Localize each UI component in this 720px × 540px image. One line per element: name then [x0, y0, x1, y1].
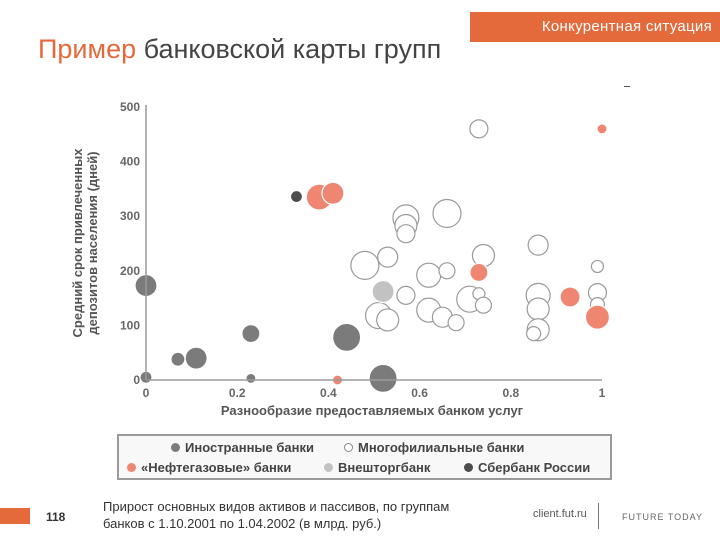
y-tick-label-1: 100	[120, 318, 140, 332]
bubble-series1-point10	[416, 262, 442, 288]
bubble-series1-point6	[377, 246, 399, 268]
bubble-series1-point0	[469, 119, 489, 139]
y-tick-label-2: 200	[120, 264, 140, 278]
bubble-series0-point6	[332, 322, 362, 353]
legend-item-sberbank: Сбербанк России	[464, 460, 590, 475]
legend-swatch-vtb	[324, 463, 333, 472]
chart-legend: Иностранные банки Многофилиальные банки …	[117, 434, 612, 480]
x-tick-label-4: 0.8	[502, 386, 519, 400]
bubble-series0-point5	[245, 372, 257, 384]
y-tick-label-0: 0	[133, 373, 140, 387]
bubble-series1-point7	[471, 243, 496, 268]
title-rest: банковской карты групп	[136, 34, 442, 64]
caption-line-2: банков с 1.10.2001 по 1.04.2002 (в млрд.…	[103, 516, 382, 531]
bubble-series1-point9	[590, 259, 605, 274]
site-link[interactable]: client.fut.ru	[533, 508, 587, 520]
legend-swatch-oilgas	[127, 463, 136, 472]
legend-label-oilgas: «Нефтегазовые» банки	[141, 460, 292, 475]
bubble-series1-point3	[396, 224, 416, 244]
bubble-series2-point4	[559, 286, 581, 308]
x-tick-label-5: 1	[599, 386, 606, 400]
legend-label-multibranch: Многофилиальные банки	[358, 440, 525, 455]
x-tick-label-2: 0.4	[320, 386, 337, 400]
legend-label-vtb: Внешторгбанк	[338, 460, 431, 475]
bubble-series0-point7	[368, 363, 398, 393]
bubble-series2-point5	[584, 304, 611, 330]
legend-label-sberbank: Сбербанк России	[478, 460, 591, 475]
legend-swatch-multibranch	[344, 443, 353, 452]
bubble-series1-point17	[447, 314, 465, 332]
legend-item-oilgas: «Нефтегазовые» банки	[127, 460, 291, 475]
x-tick-label-3: 0.6	[411, 386, 428, 400]
page-number: 118	[46, 510, 66, 524]
bubble-series1-point22	[526, 297, 550, 321]
bubble-series1-point11	[438, 262, 456, 280]
page-title: Пример банковской карты групп	[38, 34, 441, 65]
x-axis-title: Разнообразие предоставляемых банком услу…	[221, 403, 524, 418]
legend-label-foreign: Иностранные банки	[185, 440, 314, 455]
y-tick-label-4: 400	[120, 155, 140, 169]
y-tick-label-3: 300	[120, 209, 140, 223]
section-label: Конкурентная ситуация	[470, 12, 720, 42]
legend-swatch-foreign	[171, 443, 180, 452]
bubble-series2-point1	[321, 181, 345, 205]
caption-line-1: Прирост основных видов активов и пассиво…	[103, 499, 450, 514]
legend-item-vtb: Внешторгбанк	[324, 460, 430, 475]
bubble-series0-point3	[184, 346, 208, 370]
bubble-series1-point14	[376, 308, 400, 332]
legend-swatch-sberbank	[464, 463, 473, 472]
bubble-series1-point20	[474, 296, 493, 314]
bubbles-layer	[134, 119, 611, 393]
bubble-chart: 0 100 200 300 400 500 0 0.2 0.4 0.6 0.8 1 Разнообр…	[70, 100, 611, 418]
y-axis-title-line2: депозитов населения (дней)	[85, 151, 100, 334]
y-tick-labels: 0 100 200 300 400 500	[120, 100, 140, 387]
bubble-series0-point4	[241, 323, 261, 344]
y-tick-label-5: 500	[120, 100, 140, 114]
corner-dash	[624, 86, 630, 87]
x-tick-label-1: 0.2	[229, 386, 246, 400]
x-tick-labels: 0 0.2 0.4 0.6 0.8 1	[143, 386, 606, 400]
y-axis-title-line1: Средний срок привлеченных	[70, 148, 85, 338]
company-logo: FUTURE TODAY	[622, 512, 704, 522]
legend-item-multibranch: Многофилиальные банки	[344, 440, 524, 455]
footer-accent-block	[0, 508, 30, 524]
bubble-series2-point2	[596, 123, 608, 135]
title-accent: Пример	[38, 34, 137, 64]
bubble-series4-point0	[289, 189, 304, 204]
x-tick-label-0: 0	[143, 386, 150, 400]
bubble-series0-point2	[170, 351, 186, 367]
bubble-series1-point5	[350, 250, 380, 280]
bubble-series1-point8	[527, 234, 549, 256]
bubble-series1-point4	[432, 198, 462, 229]
footer-divider	[598, 503, 599, 529]
footer-caption: Прирост основных видов активов и пассиво…	[103, 498, 503, 532]
bubble-series1-point12	[396, 285, 416, 305]
bubble-series1-point24	[526, 325, 542, 342]
bubble-series3-point0	[371, 279, 395, 304]
bubble-series2-point3	[469, 262, 489, 283]
legend-item-foreign: Иностранные банки	[171, 440, 314, 455]
